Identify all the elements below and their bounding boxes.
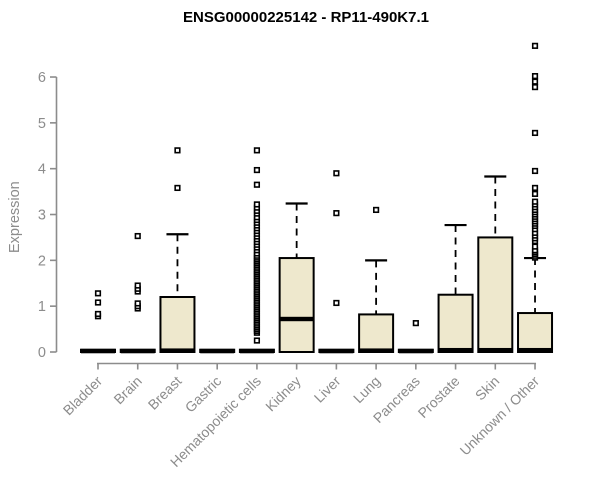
chart-title: ENSG00000225142 - RP11-490K7.1 bbox=[182, 9, 429, 26]
y-tick-label: 3 bbox=[38, 208, 46, 224]
outlier-point bbox=[531, 198, 539, 205]
y-tick-label: 6 bbox=[38, 70, 46, 86]
box-bladder bbox=[80, 290, 116, 354]
y-tick-label: 2 bbox=[38, 253, 46, 269]
outlier-point bbox=[94, 290, 102, 297]
x-category-label-brain: Brain bbox=[110, 373, 144, 407]
box-pancreas bbox=[397, 320, 434, 354]
median-line bbox=[478, 347, 513, 353]
median-line bbox=[279, 316, 314, 322]
box-unknown-other bbox=[517, 42, 554, 353]
box-prostate bbox=[437, 223, 474, 353]
box-body bbox=[517, 312, 554, 353]
box-body bbox=[477, 236, 514, 353]
box-lung bbox=[358, 206, 395, 354]
box-breast bbox=[159, 147, 196, 353]
median-line bbox=[359, 348, 394, 353]
median-line bbox=[319, 348, 354, 354]
outlier-point bbox=[134, 282, 141, 289]
outlier-point bbox=[531, 190, 539, 197]
outlier-point bbox=[333, 299, 340, 307]
outlier-point bbox=[253, 147, 261, 154]
outlier-point bbox=[531, 78, 539, 85]
box-body bbox=[159, 296, 196, 353]
outlier-point bbox=[253, 181, 261, 188]
median-line bbox=[120, 348, 155, 354]
box-kidney bbox=[278, 202, 315, 353]
outlier-point bbox=[94, 310, 102, 318]
outlier-point bbox=[174, 147, 181, 154]
outlier-point bbox=[134, 300, 141, 307]
outlier-point bbox=[412, 320, 419, 327]
outlier-point bbox=[373, 206, 380, 214]
y-tick-label: 5 bbox=[38, 116, 46, 132]
outlier-point bbox=[174, 184, 181, 192]
x-category-label-bladder: Bladder bbox=[60, 373, 106, 419]
outlier-point bbox=[253, 166, 261, 174]
box-hematopoietic-cells bbox=[238, 147, 275, 354]
median-line bbox=[239, 348, 274, 354]
median-line bbox=[81, 348, 115, 354]
box-brain bbox=[119, 232, 156, 354]
box-gastric bbox=[199, 348, 236, 354]
x-category-label-liver: Liver bbox=[311, 373, 344, 406]
x-category-label-skin: Skin bbox=[472, 373, 503, 404]
outlier-point bbox=[333, 170, 340, 177]
outlier-point bbox=[531, 84, 539, 91]
outlier-point bbox=[531, 184, 539, 192]
outlier-point bbox=[531, 167, 539, 175]
outlier-point bbox=[531, 42, 539, 49]
box-liver bbox=[318, 170, 355, 354]
y-tick-label: 4 bbox=[38, 162, 46, 178]
median-line bbox=[160, 348, 195, 353]
median-line bbox=[438, 347, 473, 353]
median-line bbox=[518, 347, 553, 353]
outlier-point bbox=[531, 129, 539, 137]
outlier-point bbox=[333, 210, 340, 217]
x-category-label-breast: Breast bbox=[145, 373, 185, 413]
outlier-point bbox=[531, 73, 539, 80]
box-body bbox=[437, 293, 474, 353]
box-body bbox=[358, 313, 395, 354]
y-tick-label: 1 bbox=[38, 299, 46, 315]
outlier-point bbox=[531, 243, 539, 250]
box-body bbox=[278, 257, 315, 353]
box-skin bbox=[477, 175, 514, 353]
outlier-point bbox=[134, 232, 141, 240]
outlier-point bbox=[94, 299, 102, 306]
x-category-label-prostate: Prostate bbox=[415, 373, 463, 421]
x-category-label-lung: Lung bbox=[350, 373, 383, 406]
y-tick-label: 0 bbox=[38, 345, 46, 361]
median-line bbox=[398, 348, 433, 354]
outlier-point bbox=[253, 337, 261, 344]
median-line bbox=[200, 348, 235, 354]
x-category-label-kidney: Kidney bbox=[262, 373, 304, 415]
outlier-point bbox=[253, 201, 261, 208]
